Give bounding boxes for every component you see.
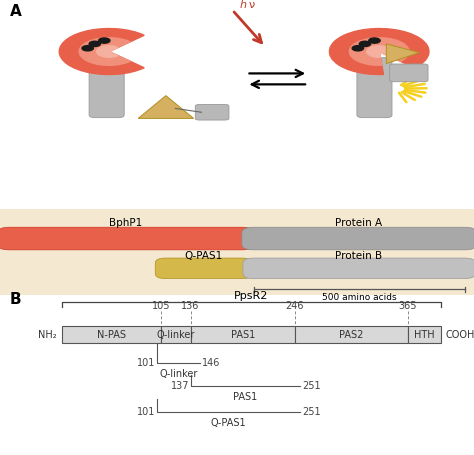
Text: 136: 136: [182, 300, 200, 310]
Polygon shape: [138, 96, 194, 119]
Text: Protein B: Protein B: [336, 250, 383, 260]
Circle shape: [82, 46, 93, 52]
FancyBboxPatch shape: [161, 326, 191, 343]
Text: 146: 146: [202, 357, 221, 367]
Circle shape: [99, 39, 110, 44]
Text: 500 amino acids: 500 amino acids: [322, 292, 396, 301]
Text: HTH: HTH: [414, 329, 435, 339]
Text: 101: 101: [137, 357, 155, 367]
Circle shape: [89, 42, 100, 47]
Text: 137: 137: [171, 380, 189, 390]
FancyBboxPatch shape: [408, 326, 441, 343]
Text: Q-linker: Q-linker: [160, 368, 198, 378]
Text: 251: 251: [302, 406, 320, 416]
Text: PAS2: PAS2: [339, 329, 364, 339]
FancyBboxPatch shape: [155, 258, 252, 279]
FancyBboxPatch shape: [242, 228, 474, 250]
Polygon shape: [386, 45, 419, 65]
FancyBboxPatch shape: [357, 59, 392, 118]
Text: 246: 246: [285, 300, 304, 310]
Circle shape: [359, 42, 371, 47]
Text: 251: 251: [302, 380, 320, 390]
FancyBboxPatch shape: [390, 65, 428, 82]
Text: ν: ν: [249, 0, 255, 10]
Wedge shape: [367, 47, 392, 58]
Wedge shape: [79, 39, 130, 66]
Text: NH₂: NH₂: [38, 329, 57, 339]
FancyBboxPatch shape: [191, 326, 295, 343]
Wedge shape: [349, 39, 409, 66]
FancyBboxPatch shape: [0, 209, 474, 296]
Wedge shape: [97, 47, 118, 58]
Text: Q-PAS1: Q-PAS1: [185, 250, 223, 260]
Text: BphP1: BphP1: [109, 217, 142, 228]
Text: COOH: COOH: [446, 329, 474, 339]
Text: 105: 105: [152, 300, 171, 310]
Text: PAS1: PAS1: [233, 391, 258, 401]
FancyBboxPatch shape: [295, 326, 408, 343]
Text: Q-linker: Q-linker: [157, 329, 195, 339]
FancyBboxPatch shape: [195, 105, 229, 121]
Text: B: B: [9, 291, 21, 306]
Text: A: A: [9, 5, 21, 19]
Text: PAS1: PAS1: [230, 329, 255, 339]
FancyBboxPatch shape: [243, 258, 474, 279]
FancyBboxPatch shape: [0, 228, 254, 250]
Circle shape: [352, 46, 364, 52]
Circle shape: [369, 39, 380, 44]
Text: Q-PAS1: Q-PAS1: [210, 417, 246, 427]
FancyBboxPatch shape: [62, 326, 161, 343]
Text: h: h: [239, 0, 246, 10]
Text: N-PAS: N-PAS: [97, 329, 126, 339]
Text: 101: 101: [137, 406, 155, 416]
Text: 365: 365: [398, 300, 417, 310]
Wedge shape: [59, 30, 144, 76]
Text: Protein A: Protein A: [336, 217, 383, 228]
Text: PpsR2: PpsR2: [234, 290, 268, 300]
FancyBboxPatch shape: [89, 59, 124, 118]
Wedge shape: [329, 30, 429, 76]
